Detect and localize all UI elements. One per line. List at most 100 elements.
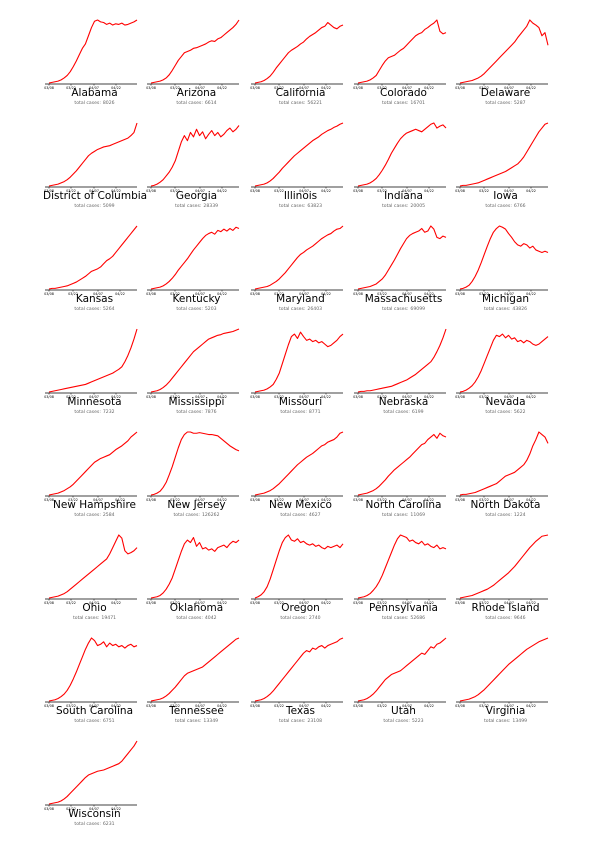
- x-tick-label: 04/22: [217, 395, 227, 399]
- total-cases: total cases: 4627: [249, 513, 352, 519]
- state-name: Arizona: [176, 87, 217, 99]
- chart-new-jersey: 03/08 03/22 04/07 04/22: [146, 431, 240, 502]
- state-name: Wisconsin: [68, 808, 121, 820]
- total-cases-value: 23108: [307, 719, 323, 724]
- chart-kentucky: 03/08 03/22 04/07 04/22: [146, 226, 240, 296]
- total-cases-prefix: total cases:: [381, 307, 409, 312]
- x-tick-label: 04/22: [526, 395, 536, 399]
- panel-maryland: 03/08 03/22 04/07 04/22 Maryland total cases:…: [249, 220, 352, 323]
- panel-colorado: 03/08 03/22 04/07 04/22 Colorado total cases:…: [352, 14, 455, 117]
- x-tick-label: 03/08: [455, 395, 465, 399]
- state-name: Nebraska: [378, 396, 429, 408]
- x-tick-label: 03/22: [377, 704, 387, 708]
- panel-iowa: 03/08 03/22 04/07 04/22 Iowa total cases: 6766: [454, 117, 557, 220]
- series-line: [150, 125, 240, 187]
- x-tick-label: 03/08: [455, 86, 465, 90]
- total-cases-prefix: total cases:: [278, 719, 306, 724]
- total-cases: total cases: 6231: [43, 822, 146, 828]
- total-cases-prefix: total cases:: [485, 204, 512, 209]
- x-tick-label: 03/22: [170, 498, 180, 502]
- x-tick-label: 04/07: [299, 601, 309, 605]
- panel-indiana: 03/08 03/22 04/07 04/22 Indiana total cases: 2…: [352, 117, 455, 220]
- x-tick-label: 04/22: [321, 86, 331, 90]
- total-cases-value: 28339: [203, 204, 219, 209]
- x-tick-label: 03/08: [146, 601, 156, 605]
- x-tick-label: 04/22: [321, 601, 331, 605]
- x-tick-label: 03/08: [353, 498, 363, 502]
- total-cases-prefix: total cases:: [74, 513, 101, 518]
- series-line: [459, 333, 549, 393]
- state-name: Missouri: [278, 396, 323, 408]
- panel-arizona: 03/08 03/22 04/07 04/22 Arizona total cases: 6…: [145, 14, 248, 117]
- total-cases: total cases: 6199: [352, 410, 455, 416]
- x-tick-label: 03/08: [44, 292, 54, 296]
- total-cases-value: 11069: [410, 513, 426, 518]
- x-tick-label: 03/22: [479, 601, 489, 605]
- x-tick-label: 04/07: [299, 395, 309, 399]
- chart-utah: 03/08 03/22 04/07 04/22: [353, 637, 447, 708]
- total-cases: total cases: 5203: [145, 307, 248, 313]
- x-tick-label: 04/07: [299, 498, 309, 502]
- chart-california: 03/08 03/22 04/07 04/22: [250, 21, 344, 90]
- total-cases-prefix: total cases:: [485, 513, 512, 518]
- total-cases: total cases: 7232: [43, 410, 146, 416]
- total-cases: total cases: 20005: [352, 204, 455, 210]
- panel-oregon: 03/08 03/22 04/07 04/22 Oregon total cases: 27…: [249, 529, 352, 632]
- x-tick-label: 04/22: [115, 498, 125, 502]
- panel-wisconsin: 03/08 03/22 04/07 04/22 Wisconsin total cases…: [43, 735, 146, 838]
- total-cases: total cases: 1224: [454, 513, 557, 519]
- x-tick-label: 04/07: [89, 704, 99, 708]
- total-cases: total cases: 9646: [454, 616, 557, 622]
- total-cases: total cases: 8771: [249, 410, 352, 416]
- x-tick-label: 03/08: [146, 189, 156, 193]
- x-tick-label: 04/22: [424, 189, 434, 193]
- state-name: South Carolina: [55, 705, 134, 717]
- series-line: [150, 637, 240, 702]
- series-line: [357, 637, 447, 702]
- x-tick-label: 03/22: [170, 395, 180, 399]
- x-tick-label: 03/22: [170, 292, 180, 296]
- x-tick-label: 03/08: [44, 86, 54, 90]
- panel-ohio: 03/08 03/22 04/07 04/22 Ohio total cases: 1947…: [43, 529, 146, 632]
- total-cases: total cases: 6614: [145, 101, 248, 107]
- total-cases-prefix: total cases:: [74, 410, 101, 415]
- x-tick-label: 03/08: [250, 395, 260, 399]
- panel-south-carolina: 03/08 03/22 04/07 04/22 South Carolina total …: [43, 632, 146, 735]
- x-tick-label: 04/07: [195, 498, 205, 502]
- total-cases-prefix: total cases:: [174, 719, 202, 724]
- x-tick-label: 04/07: [93, 498, 103, 502]
- x-tick-label: 03/08: [44, 807, 54, 811]
- total-cases-prefix: total cases:: [280, 616, 307, 621]
- series-line: [48, 637, 138, 702]
- x-tick-label: 04/22: [217, 86, 227, 90]
- state-name: Delaware: [480, 87, 531, 99]
- total-cases: total cases: 52686: [352, 616, 455, 622]
- x-tick-label: 04/22: [115, 292, 125, 296]
- x-tick-label: 03/08: [353, 292, 363, 296]
- total-cases-prefix: total cases:: [74, 101, 101, 106]
- chart-kansas: 03/08 03/22 04/07 04/22: [44, 225, 138, 296]
- x-tick-label: 04/07: [504, 395, 514, 399]
- x-tick-label: 03/22: [274, 86, 284, 90]
- series-line: [48, 534, 138, 599]
- x-tick-label: 04/07: [299, 292, 309, 296]
- panel-new-jersey: 03/08 03/22 04/07 04/22 New Jersey total case…: [145, 426, 248, 529]
- state-name: Ohio: [82, 602, 107, 614]
- series-line: [150, 536, 240, 599]
- x-tick-label: 04/07: [89, 189, 99, 193]
- state-name: Colorado: [380, 87, 427, 99]
- x-tick-label: 04/07: [299, 86, 309, 90]
- state-name: Kentucky: [172, 293, 221, 305]
- series-line: [48, 19, 138, 84]
- panel-nebraska: 03/08 03/22 04/07 04/22 Nebraska total cases:…: [352, 323, 455, 426]
- x-tick-label: 04/22: [424, 498, 434, 502]
- x-tick-label: 04/22: [321, 498, 331, 502]
- total-cases-value: 19471: [101, 616, 117, 621]
- x-tick-label: 03/08: [455, 292, 465, 296]
- total-cases-prefix: total cases:: [173, 513, 200, 518]
- x-tick-label: 03/22: [170, 86, 180, 90]
- x-tick-label: 03/22: [274, 704, 284, 708]
- series-line: [48, 225, 138, 290]
- total-cases-value: 2740: [308, 616, 321, 621]
